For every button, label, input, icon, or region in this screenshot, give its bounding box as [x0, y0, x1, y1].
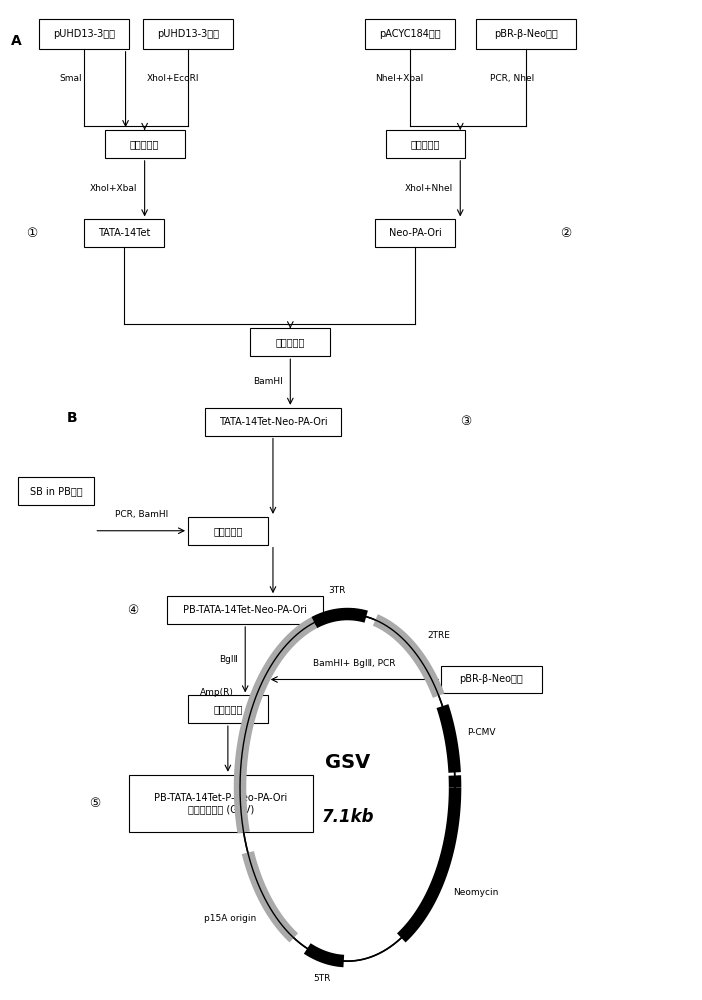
Text: ④: ④ [127, 604, 138, 617]
Text: p15A origin: p15A origin [204, 914, 256, 923]
Text: TATA-14Tet: TATA-14Tet [98, 228, 150, 238]
Text: PB-TATA-14Tet-Neo-PA-Ori: PB-TATA-14Tet-Neo-PA-Ori [183, 605, 307, 615]
Text: TATA-14Tet-Neo-PA-Ori: TATA-14Tet-Neo-PA-Ori [218, 417, 327, 427]
Text: B: B [67, 411, 77, 425]
Text: Xhol+EcoRI: Xhol+EcoRI [147, 74, 199, 83]
FancyBboxPatch shape [188, 517, 267, 545]
Text: Amp(R): Amp(R) [200, 688, 234, 697]
Text: pACYC184质粒: pACYC184质粒 [379, 29, 441, 39]
Text: pUHD13-3质粒: pUHD13-3质粒 [53, 29, 115, 39]
Text: NheI+XbaI: NheI+XbaI [376, 74, 423, 83]
Text: 2TRE: 2TRE [428, 631, 451, 640]
Text: BamHI: BamHI [253, 377, 284, 386]
Text: ⑤: ⑤ [88, 797, 100, 810]
FancyBboxPatch shape [441, 666, 542, 693]
Text: 3TR: 3TR [328, 586, 345, 595]
FancyBboxPatch shape [105, 130, 185, 158]
Text: 连接和转化: 连接和转化 [411, 139, 440, 149]
Text: 5TR: 5TR [313, 974, 331, 983]
FancyBboxPatch shape [365, 19, 455, 49]
FancyBboxPatch shape [251, 328, 330, 356]
Text: 连接和转化: 连接和转化 [213, 526, 243, 536]
Text: BglⅡ: BglⅡ [220, 655, 238, 664]
Text: PCR, NheI: PCR, NheI [490, 74, 534, 83]
Text: Neo-PA-Ori: Neo-PA-Ori [389, 228, 442, 238]
FancyBboxPatch shape [39, 19, 129, 49]
Text: ①: ① [26, 227, 37, 240]
FancyBboxPatch shape [476, 19, 576, 49]
Text: PCR, BamHI: PCR, BamHI [114, 510, 168, 519]
Text: GSV: GSV [325, 753, 370, 772]
FancyBboxPatch shape [167, 596, 323, 624]
FancyBboxPatch shape [205, 408, 340, 436]
Text: 连接和转化: 连接和转化 [213, 704, 243, 714]
Text: ③: ③ [460, 415, 471, 428]
Text: PB-TATA-14Tet-P-Neo-PA-Ori
基因搜寻载体 (GSV): PB-TATA-14Tet-P-Neo-PA-Ori 基因搜寻载体 (GSV) [154, 793, 288, 814]
Text: Xhol+NheI: Xhol+NheI [405, 184, 453, 193]
Text: A: A [11, 34, 22, 48]
Text: Neomycin: Neomycin [453, 888, 499, 897]
FancyBboxPatch shape [385, 130, 465, 158]
FancyBboxPatch shape [376, 219, 455, 247]
Text: Xhol+XbaI: Xhol+XbaI [90, 184, 138, 193]
Text: P-CMV: P-CMV [468, 728, 496, 737]
Text: 7.1kb: 7.1kb [322, 808, 373, 826]
Text: 连接和转化: 连接和转化 [130, 139, 159, 149]
Text: 连接和转化: 连接和转化 [276, 337, 305, 347]
FancyBboxPatch shape [84, 219, 164, 247]
Text: ②: ② [560, 227, 571, 240]
FancyBboxPatch shape [18, 477, 94, 505]
Text: pBR-β-Neo质粒: pBR-β-Neo质粒 [494, 29, 558, 39]
FancyBboxPatch shape [188, 695, 267, 723]
Text: pUHD13-3质粒: pUHD13-3质粒 [157, 29, 219, 39]
Text: SmaI: SmaI [60, 74, 82, 83]
FancyBboxPatch shape [129, 775, 313, 832]
FancyBboxPatch shape [143, 19, 233, 49]
Text: pBR-β-Neo质粒: pBR-β-Neo质粒 [460, 674, 524, 684]
Text: BamHI+ BglⅡ, PCR: BamHI+ BglⅡ, PCR [313, 659, 396, 668]
Text: SB in PB质粒: SB in PB质粒 [30, 486, 83, 496]
